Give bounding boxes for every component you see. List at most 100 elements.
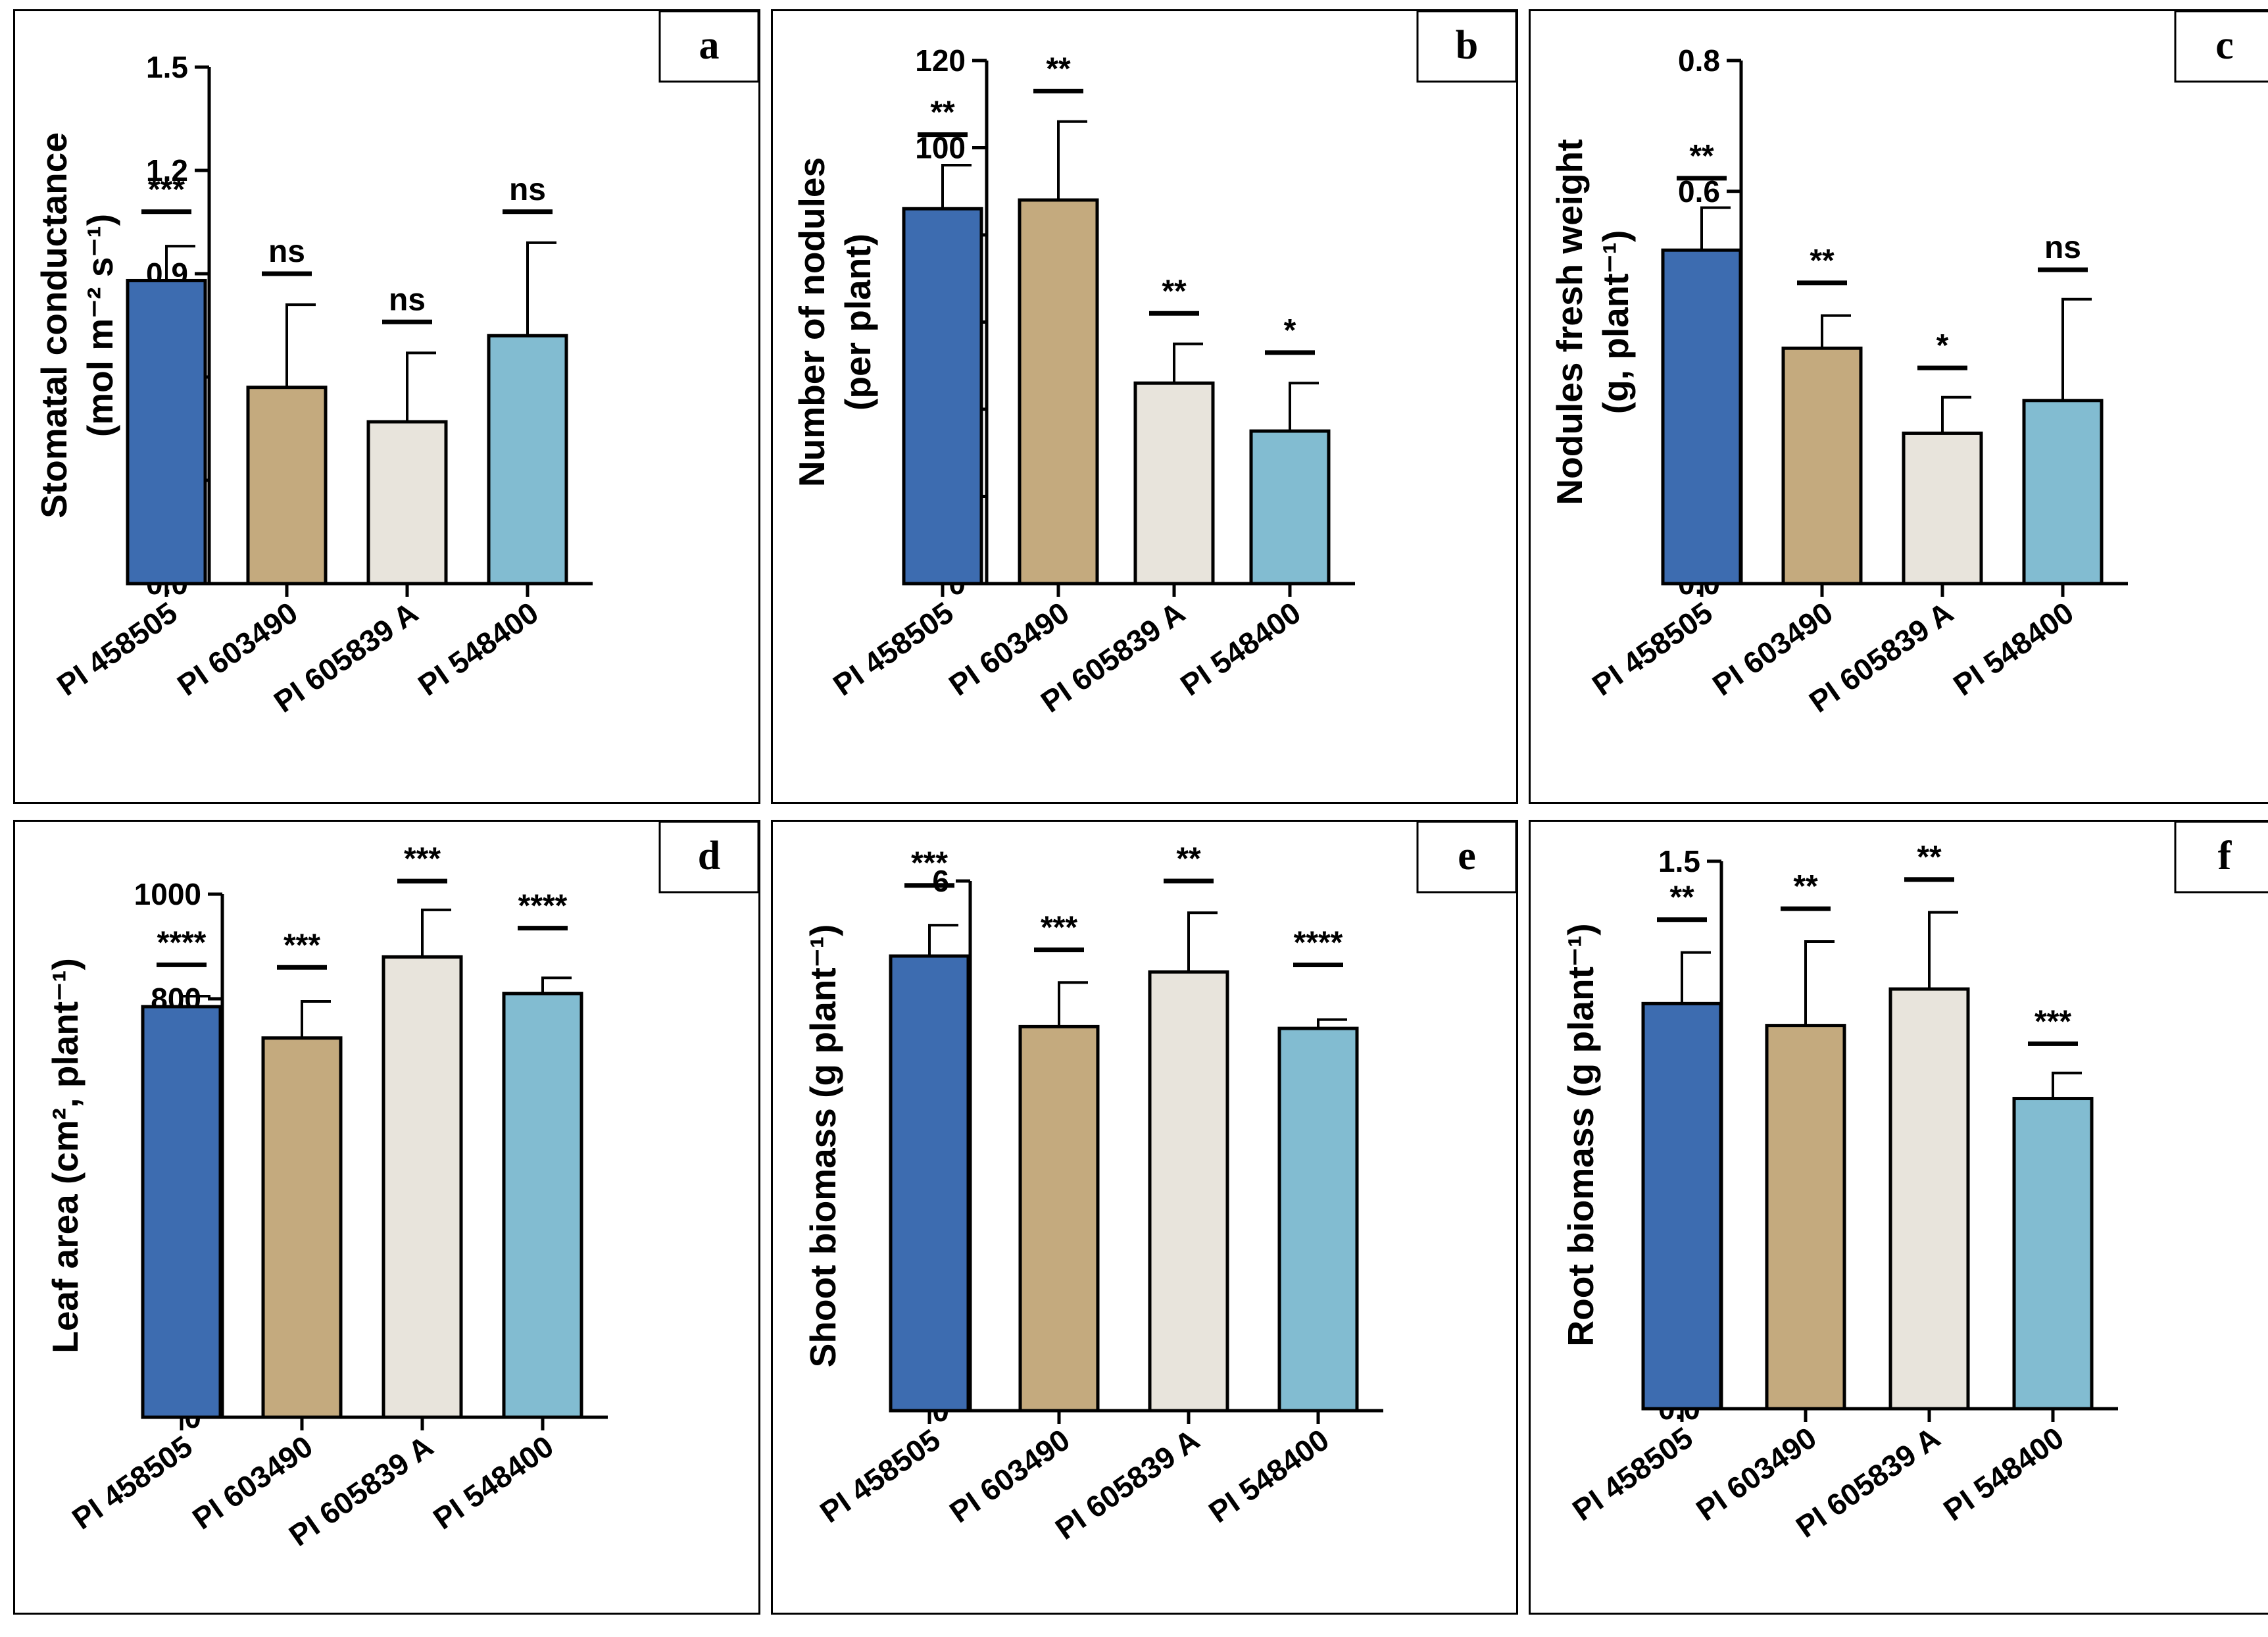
chart-f-sig-label-1: ** bbox=[1793, 869, 1818, 904]
chart-e-bar-0 bbox=[889, 954, 970, 1413]
chart-f-sig-label-3: *** bbox=[2034, 1004, 2071, 1039]
chart-c-panel-label-box bbox=[2174, 11, 2268, 83]
chart-a-sig-label-3: ns bbox=[509, 172, 546, 207]
chart-d-bar-1 bbox=[261, 1036, 343, 1419]
chart-e-sig-label-1: *** bbox=[1041, 911, 1077, 945]
chart-b-bar-0 bbox=[902, 207, 983, 586]
chart-d-sig-label-3: **** bbox=[518, 889, 568, 924]
chart-a-bar-2 bbox=[366, 420, 448, 586]
chart-b-xtick-label-3: PI 548400 bbox=[1174, 595, 1307, 703]
chart-e-bar-2 bbox=[1148, 970, 1229, 1413]
chart-b-bar-3 bbox=[1249, 429, 1331, 586]
chart-a-sig-label-0: *** bbox=[148, 172, 185, 207]
chart-f-bar-0 bbox=[1641, 1001, 1723, 1411]
chart-f-ylabel: Root biomass (g plant⁻¹) bbox=[1560, 923, 1601, 1346]
chart-d-xtick-label-3: PI 548400 bbox=[427, 1429, 560, 1536]
chart-d-xtick-label-0: PI 458505 bbox=[66, 1429, 199, 1536]
chart-c-sig-label-2: * bbox=[1936, 328, 1949, 363]
chart-d-sig-label-1: *** bbox=[284, 928, 320, 963]
chart-b-xtick-label-0: PI 458505 bbox=[827, 595, 960, 703]
chart-e-sig-label-3: **** bbox=[1294, 925, 1343, 960]
chart-f-bar-1 bbox=[1765, 1024, 1846, 1411]
chart-b-bar-1 bbox=[1018, 198, 1099, 586]
chart-a-ylabel-line1: Stomatal conductance bbox=[34, 132, 74, 518]
chart-a-ylabel-line2: (mol m⁻² s⁻¹) bbox=[80, 214, 120, 437]
chart-b-panel-label-box bbox=[1416, 11, 1516, 83]
chart-a-sig-label-2: ns bbox=[389, 282, 426, 317]
chart-b-bar-2 bbox=[1133, 381, 1215, 586]
chart-d-ylabel: Leaf area (cm², plant⁻¹) bbox=[45, 958, 86, 1353]
chart-d-bar-3 bbox=[502, 992, 583, 1419]
chart-c-bar-2 bbox=[1902, 431, 1983, 586]
chart-e-panel-label-box bbox=[1416, 822, 1516, 894]
chart-b-sig-label-0: ** bbox=[930, 95, 955, 130]
chart-b-ylabel-line1: Number of nodules bbox=[791, 157, 832, 487]
chart-e-sig-label-0: *** bbox=[911, 846, 948, 881]
chart-a-xtick-label-3: PI 548400 bbox=[412, 595, 545, 703]
chart-d-sig-label-2: *** bbox=[404, 842, 441, 876]
chart-a-bar-0 bbox=[126, 278, 207, 586]
chart-c-bar-0 bbox=[1661, 248, 1742, 586]
chart-d-bar-2 bbox=[382, 955, 463, 1419]
chart-b-ylabel-line2: (per plant) bbox=[837, 234, 878, 411]
chart-c-bar-1 bbox=[1781, 346, 1863, 586]
chart-f-panel-label: f bbox=[2218, 834, 2232, 878]
chart-b-ytick-label-6: 120 bbox=[915, 43, 966, 78]
chart-d-panel-label-box bbox=[658, 822, 758, 894]
chart-c-ylabel-line2: (g, plant⁻¹) bbox=[1595, 230, 1636, 415]
chart-f-ytick-label-3: 1.5 bbox=[1658, 844, 1700, 878]
chart-b-sig-label-3: * bbox=[1284, 313, 1296, 348]
chart-b-sig-label-1: ** bbox=[1046, 51, 1071, 86]
chart-e-xtick-label-3: PI 548400 bbox=[1202, 1423, 1335, 1530]
chart-a-panel-label: a bbox=[699, 23, 720, 68]
chart-a-ytick-label-4: 1.2 bbox=[146, 153, 188, 188]
chart-c-xtick-label-0: PI 458505 bbox=[1586, 595, 1719, 703]
chart-f-bar-2 bbox=[1888, 987, 1970, 1411]
chart-f-bar-3 bbox=[2012, 1097, 2094, 1411]
chart-e-sig-label-2: ** bbox=[1176, 842, 1201, 876]
chart-e-xtick-label-0: PI 458505 bbox=[814, 1423, 947, 1530]
chart-e-bar-3 bbox=[1277, 1026, 1359, 1413]
chart-b-sig-label-2: ** bbox=[1162, 274, 1187, 309]
chart-a-panel-label-box bbox=[658, 11, 758, 83]
chart-c-ytick-label-4: 0.8 bbox=[1678, 43, 1720, 78]
chart-f-panel-label-box bbox=[2174, 822, 2268, 894]
chart-e-panel-label: e bbox=[1458, 834, 1476, 878]
chart-a-ytick-label-5: 1.5 bbox=[146, 50, 188, 84]
chart-e-xtick-label-2: PI 605839 A bbox=[1049, 1423, 1206, 1546]
chart-a-bar-1 bbox=[246, 386, 328, 586]
chart-e-ylabel: Shoot biomass (g plant⁻¹) bbox=[802, 924, 843, 1368]
chart-a-sig-label-1: ns bbox=[268, 234, 305, 269]
chart-b-panel-label: b bbox=[1456, 23, 1478, 68]
chart-d-ytick-label-5: 1000 bbox=[134, 877, 201, 911]
chart-c-panel-label: c bbox=[2215, 23, 2234, 68]
chart-c-xtick-label-3: PI 548400 bbox=[1947, 595, 2080, 703]
chart-f-xtick-label-3: PI 548400 bbox=[1937, 1421, 2070, 1528]
chart-f-sig-label-0: ** bbox=[1669, 880, 1694, 915]
chart-f-xtick-label-0: PI 458505 bbox=[1566, 1421, 1699, 1528]
chart-c-ylabel-line1: Nodules fresh weight bbox=[1549, 139, 1590, 505]
chart-c-sig-label-0: ** bbox=[1689, 139, 1714, 174]
chart-c-sig-label-3: ns bbox=[2044, 230, 2081, 265]
chart-d-panel-label: d bbox=[698, 834, 720, 878]
chart-f-sig-label-2: ** bbox=[1917, 840, 1942, 875]
chart-c-sig-label-1: ** bbox=[1810, 243, 1835, 278]
chart-d-sig-label-0: **** bbox=[157, 925, 207, 960]
chart-e-bar-1 bbox=[1018, 1024, 1100, 1413]
chart-e-ytick-label-3: 6 bbox=[932, 864, 949, 898]
chart-d-bar-0 bbox=[141, 1005, 222, 1419]
chart-a-bar-3 bbox=[487, 334, 568, 586]
chart-a-xtick-label-0: PI 458505 bbox=[51, 595, 184, 703]
